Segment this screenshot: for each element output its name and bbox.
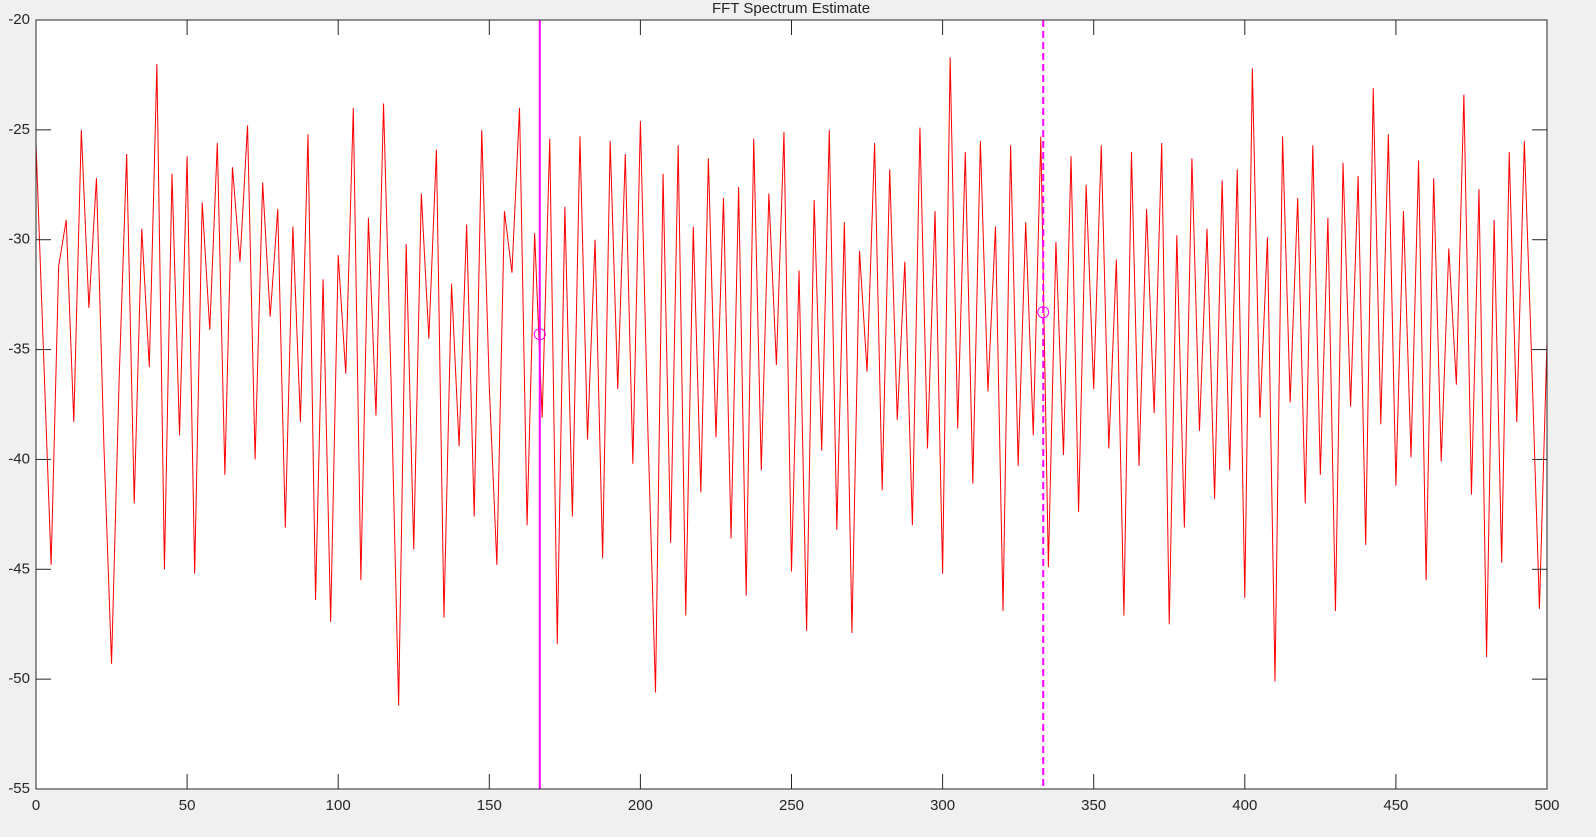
x-tick-label: 450	[1383, 797, 1408, 814]
y-tick-label: -35	[8, 341, 30, 358]
y-tick-label: -25	[8, 121, 30, 138]
chart-title: FFT Spectrum Estimate	[712, 0, 870, 17]
y-tick-label: -50	[8, 670, 30, 687]
x-tick-label: 50	[179, 797, 196, 814]
y-tick-label: -55	[8, 780, 30, 797]
x-tick-label: 400	[1232, 797, 1257, 814]
spectrum-line	[35, 57, 1548, 706]
x-tick-label: 300	[930, 797, 955, 814]
plot-area	[36, 20, 1547, 789]
x-tick-label: 100	[326, 797, 351, 814]
x-tick-label: 250	[779, 797, 804, 814]
y-tick-label: -30	[8, 231, 30, 248]
y-tick-label: -20	[8, 11, 30, 28]
x-tick-label: 150	[477, 797, 502, 814]
x-tick-label: 500	[1534, 797, 1559, 814]
x-tick-label: 0	[32, 797, 40, 814]
y-tick-label: -40	[8, 450, 30, 467]
y-tick-label: -45	[8, 560, 30, 577]
x-tick-label: 200	[628, 797, 653, 814]
cursor-marker	[533, 328, 546, 341]
cursor-marker	[1037, 306, 1050, 319]
x-tick-label: 350	[1081, 797, 1106, 814]
